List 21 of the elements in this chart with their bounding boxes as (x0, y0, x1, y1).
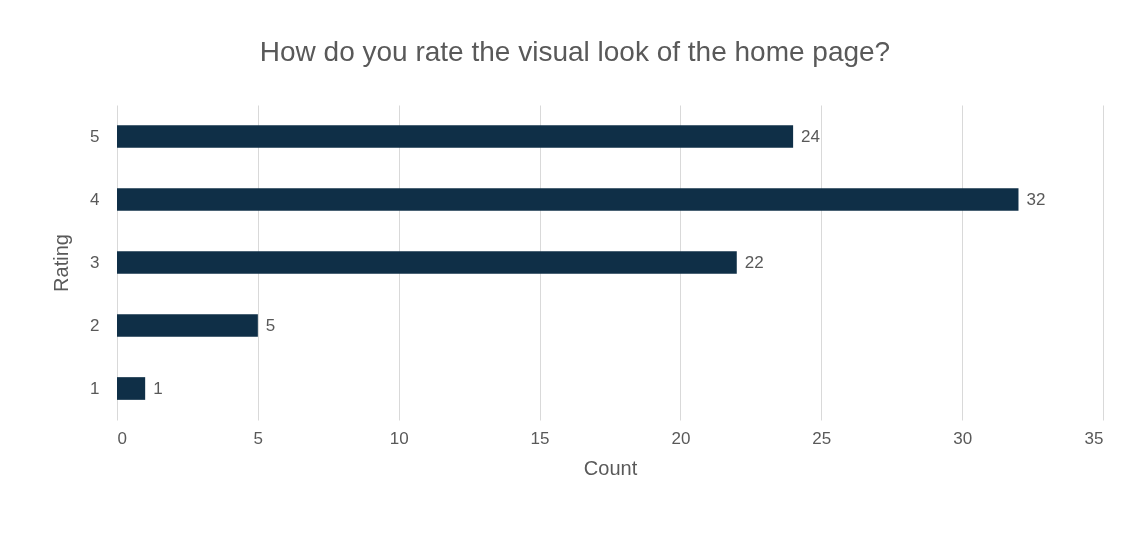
data-label: 24 (801, 126, 821, 146)
data-label: 22 (744, 252, 764, 272)
chart-title: How do you rate the visual look of the home page? (259, 36, 891, 67)
x-axis-title: Count (583, 456, 638, 479)
y-tick-label: 5 (90, 126, 100, 146)
y-tick-label: 4 (90, 189, 100, 209)
y-tick-label: 2 (90, 315, 100, 335)
y-tick-label: 1 (90, 378, 100, 398)
x-tick-label: 15 (530, 428, 550, 448)
x-tick-label: 35 (1084, 428, 1104, 448)
data-label: 32 (1026, 189, 1046, 209)
x-tick-label: 25 (812, 428, 832, 448)
x-tick-label: 20 (671, 428, 691, 448)
y-axis-title: Rating (50, 234, 73, 292)
data-label: 1 (153, 378, 163, 398)
y-tick-label: 3 (90, 252, 100, 272)
data-label: 5 (265, 315, 276, 335)
x-tick-label: 10 (389, 428, 409, 448)
x-tick-label: 0 (117, 428, 127, 448)
x-tick-label: 30 (953, 428, 973, 448)
x-tick-label: 5 (253, 428, 264, 448)
